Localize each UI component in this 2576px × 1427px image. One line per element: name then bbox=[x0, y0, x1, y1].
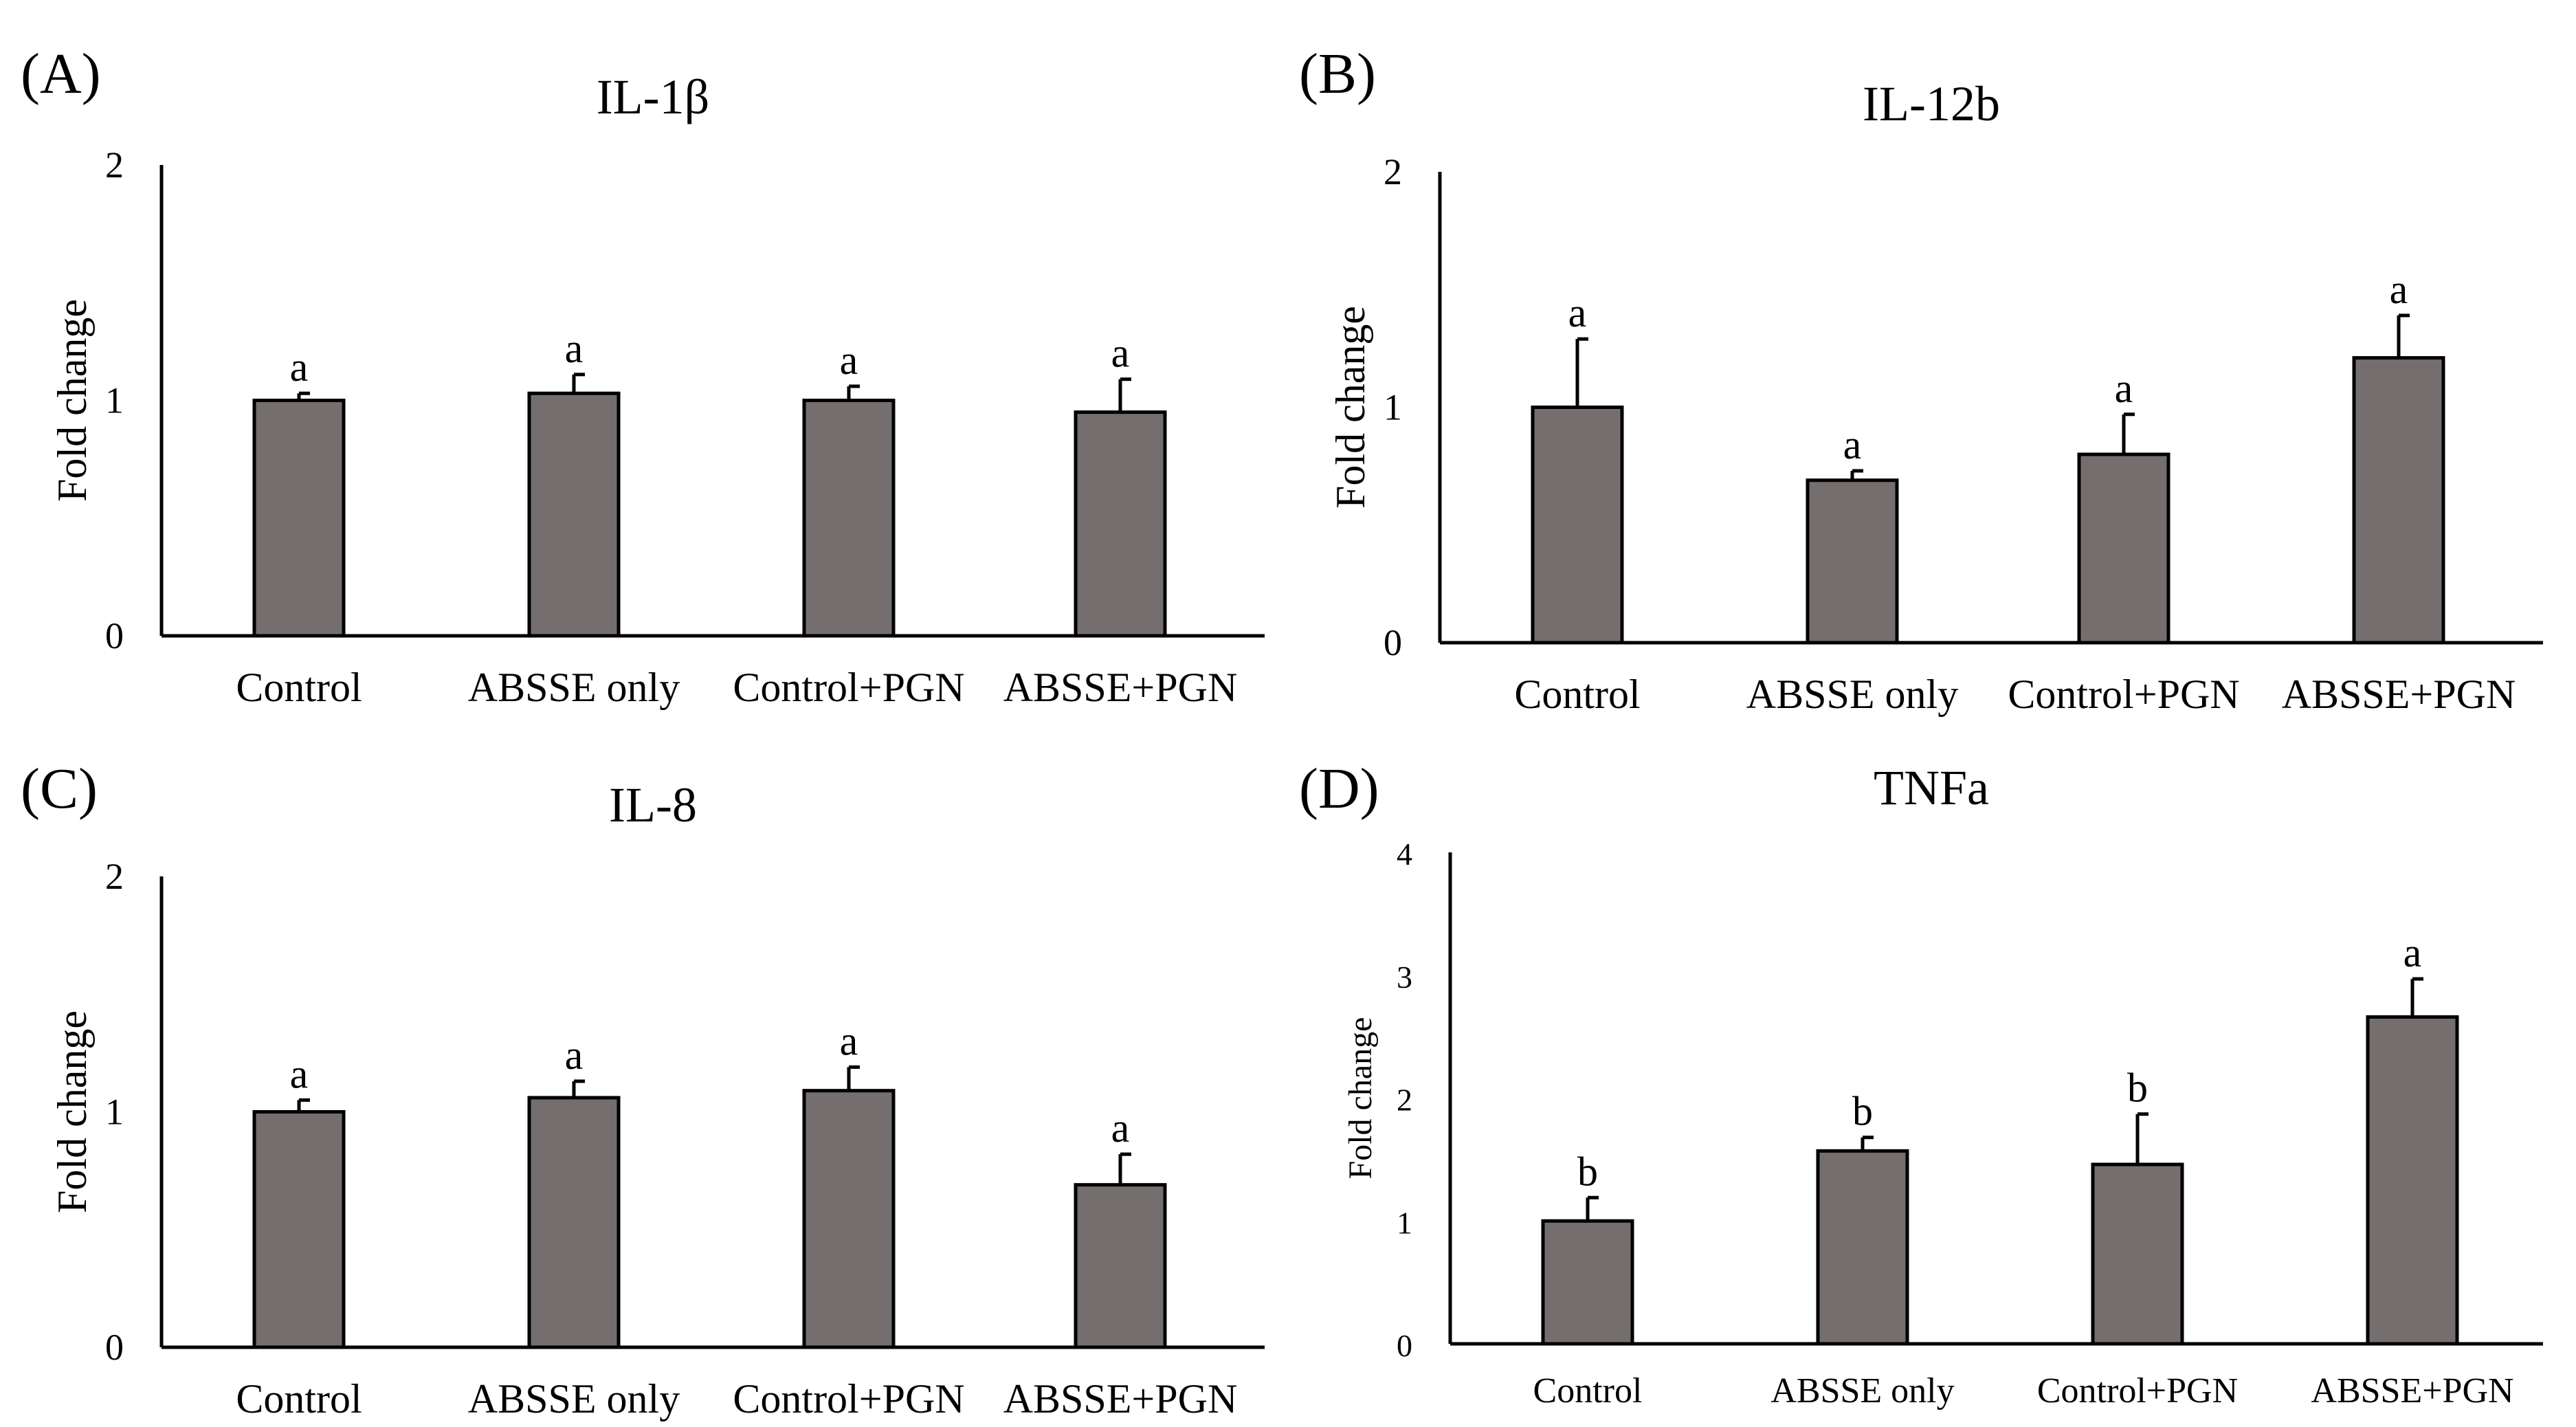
category-label: Control bbox=[236, 1376, 362, 1422]
y-axis-label: Fold change bbox=[1328, 306, 1373, 509]
chart-panel-0: (A) IL-1β Fold change 0 1 2 a Control a ABSSE onl… bbox=[21, 42, 1265, 710]
panel-label: (C) bbox=[21, 757, 98, 821]
category-label: ABSSE only bbox=[1770, 1371, 1954, 1411]
category-label: Control bbox=[1533, 1371, 1643, 1411]
bar bbox=[1074, 1183, 1167, 1349]
significance-letter: a bbox=[565, 1032, 584, 1078]
category-label: Control+PGN bbox=[2008, 672, 2239, 717]
category-label: Control+PGN bbox=[733, 1376, 964, 1422]
significance-letter: a bbox=[840, 1018, 858, 1063]
y-tick-label: 2 bbox=[105, 144, 124, 186]
significance-letter: a bbox=[1111, 1105, 1130, 1151]
bar bbox=[2352, 356, 2445, 645]
y-tick-label: 2 bbox=[1384, 151, 1402, 192]
category-label: ABSSE+PGN bbox=[1003, 665, 1238, 710]
significance-letter: b bbox=[2127, 1065, 2148, 1111]
bar bbox=[527, 391, 621, 638]
bar bbox=[802, 1089, 896, 1349]
chart-title: IL-8 bbox=[609, 777, 697, 832]
significance-letter: a bbox=[290, 1051, 309, 1096]
category-label: ABSSE only bbox=[468, 1376, 680, 1422]
y-axis-label: Fold change bbox=[1342, 1017, 1379, 1180]
y-tick-label: 4 bbox=[1397, 837, 1412, 872]
y-tick-label: 0 bbox=[1397, 1328, 1412, 1363]
bar bbox=[1531, 406, 1624, 645]
category-label: ABSSE+PGN bbox=[1003, 1376, 1238, 1422]
y-tick-label: 1 bbox=[1384, 387, 1402, 428]
category-label: ABSSE+PGN bbox=[2282, 672, 2516, 717]
bar bbox=[802, 399, 896, 638]
category-label: Control+PGN bbox=[2037, 1371, 2238, 1411]
bar bbox=[527, 1096, 621, 1349]
chart-title: TNFa bbox=[1874, 760, 1989, 815]
category-label: Control+PGN bbox=[733, 665, 964, 710]
chart-title: IL-12b bbox=[1863, 76, 2000, 131]
bar bbox=[252, 1110, 346, 1349]
bar bbox=[1806, 478, 1899, 645]
bar bbox=[252, 399, 346, 638]
chart-panel-3: (D) TNFa Fold change 0 1 2 3 4 b Control b ABSSE on… bbox=[1299, 757, 2543, 1411]
category-label: ABSSE only bbox=[1746, 672, 1958, 717]
significance-letter: a bbox=[290, 344, 309, 390]
panel-label: (D) bbox=[1299, 757, 1379, 821]
significance-letter: a bbox=[2115, 366, 2133, 411]
significance-letter: a bbox=[2403, 930, 2422, 975]
bar bbox=[2077, 452, 2170, 645]
y-tick-label: 0 bbox=[1384, 622, 1402, 663]
y-axis-label: Fold change bbox=[49, 1010, 95, 1213]
significance-letter: a bbox=[1568, 290, 1587, 335]
significance-letter: a bbox=[2390, 267, 2408, 312]
significance-letter: a bbox=[1843, 422, 1862, 467]
bar bbox=[1541, 1219, 1634, 1346]
category-label: ABSSE only bbox=[468, 665, 680, 710]
y-tick-label: 1 bbox=[105, 1092, 124, 1133]
y-tick-label: 2 bbox=[105, 856, 124, 897]
y-tick-label: 0 bbox=[105, 615, 124, 656]
panel-label: (B) bbox=[1299, 42, 1376, 106]
significance-letter: a bbox=[1111, 331, 1130, 376]
significance-letter: a bbox=[565, 326, 584, 371]
y-tick-label: 0 bbox=[105, 1327, 124, 1368]
panel-label: (A) bbox=[21, 42, 101, 106]
chart-panel-1: (B) IL-12b Fold change 0 1 2 a Control a ABSSE on… bbox=[1299, 42, 2543, 717]
bar bbox=[2091, 1162, 2184, 1346]
bar bbox=[1816, 1149, 1909, 1346]
bar bbox=[2366, 1015, 2459, 1346]
significance-letter: b bbox=[1577, 1149, 1598, 1194]
chart-panel-2: (C) IL-8 Fold change 0 1 2 a Control a ABSSE only… bbox=[21, 757, 1265, 1422]
significance-letter: a bbox=[840, 338, 858, 383]
significance-letter: b bbox=[1852, 1089, 1873, 1134]
y-tick-label: 1 bbox=[105, 380, 124, 421]
chart-title: IL-1β bbox=[597, 69, 710, 124]
category-label: Control bbox=[236, 665, 362, 710]
y-tick-label: 1 bbox=[1397, 1205, 1412, 1240]
category-label: ABSSE+PGN bbox=[2311, 1371, 2513, 1411]
y-tick-label: 2 bbox=[1397, 1083, 1412, 1118]
category-label: Control bbox=[1514, 672, 1640, 717]
y-axis-label: Fold change bbox=[49, 299, 95, 502]
bar bbox=[1074, 410, 1167, 638]
y-tick-label: 3 bbox=[1397, 960, 1412, 995]
